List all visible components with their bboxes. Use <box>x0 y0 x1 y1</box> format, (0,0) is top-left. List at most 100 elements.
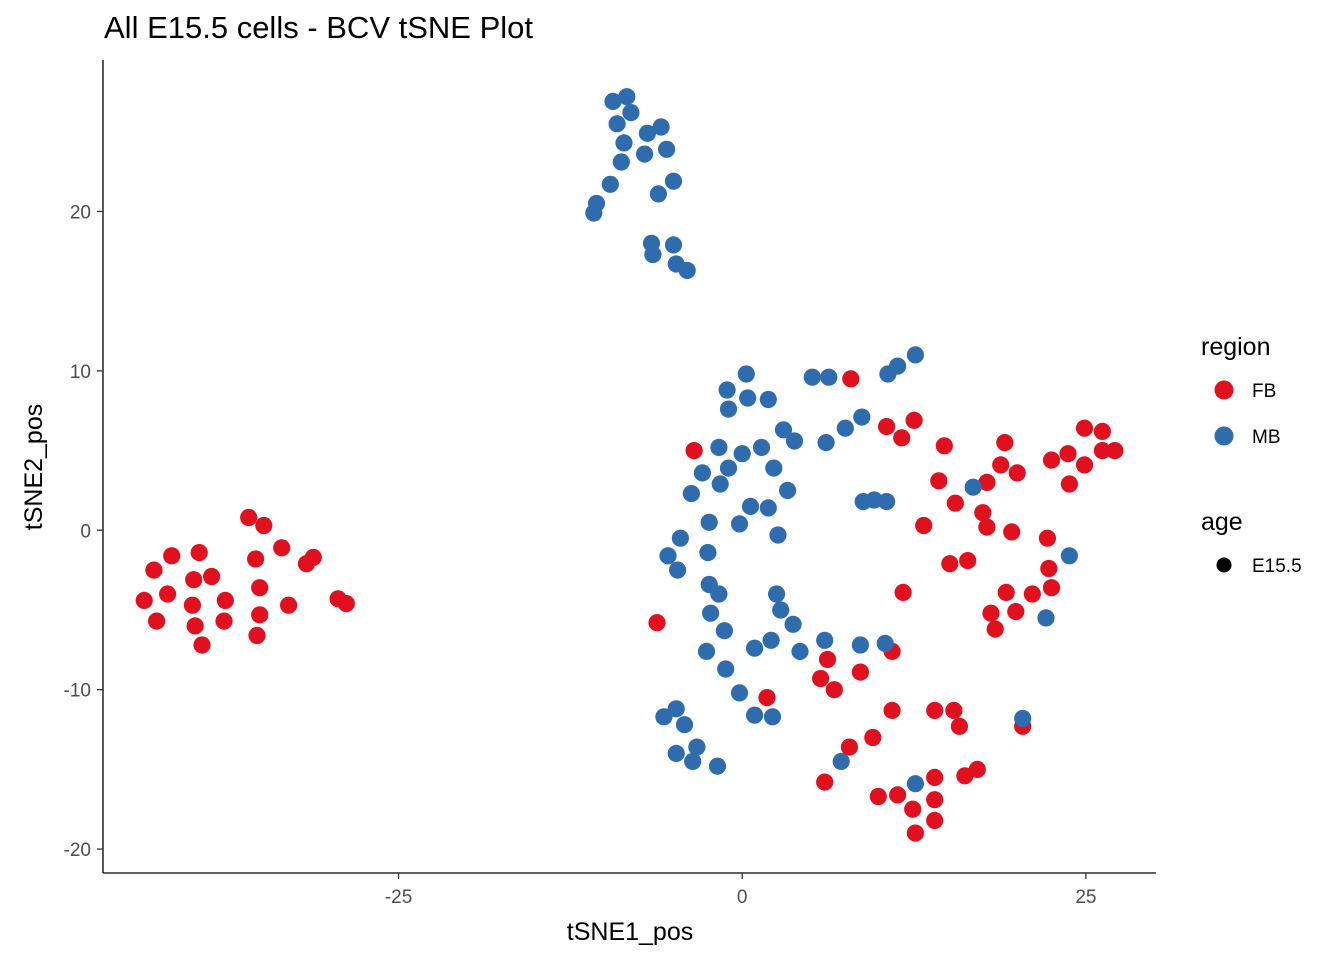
data-point-fb <box>869 787 887 806</box>
legend-title-age: age <box>1201 508 1243 536</box>
data-point-fb <box>248 626 266 645</box>
data-point-mb <box>719 400 738 418</box>
data-point-mb <box>964 478 982 496</box>
data-point-mb <box>700 513 718 531</box>
data-point-fb <box>247 550 265 568</box>
data-point-fb <box>163 547 181 565</box>
data-point-mb <box>906 775 925 793</box>
data-point-mb <box>612 153 630 171</box>
data-point-fb <box>1003 523 1021 541</box>
x-tick-label: 25 <box>1075 887 1096 908</box>
data-point-fb <box>982 604 1000 622</box>
data-point-mb <box>717 660 735 678</box>
data-point-mb <box>699 544 717 562</box>
data-point-fb <box>190 544 208 562</box>
y-axis-title: tSNE2_pos <box>20 404 48 530</box>
data-point-fb <box>159 585 177 603</box>
data-point-fb <box>1075 419 1094 437</box>
data-point-fb <box>1042 579 1061 597</box>
data-point-mb <box>746 706 764 724</box>
data-point-fb <box>926 791 944 809</box>
data-point-fb <box>1008 464 1026 482</box>
data-point-fb <box>906 824 925 842</box>
data-point-mb <box>608 115 626 133</box>
data-point-fb <box>878 418 896 436</box>
data-point-fb <box>1093 442 1111 460</box>
data-point-fb <box>273 539 291 557</box>
y-tick-label: -20 <box>64 840 91 861</box>
data-point-mb <box>1014 709 1032 728</box>
data-point-mb <box>774 421 793 439</box>
data-point-fb <box>905 411 923 429</box>
data-point-fb <box>978 518 996 536</box>
data-point-fb <box>840 738 859 756</box>
data-point-fb <box>950 717 969 735</box>
data-point-fb <box>945 701 963 720</box>
points-layer <box>135 88 1124 842</box>
data-point-fb <box>1042 451 1061 469</box>
data-point-fb <box>1059 445 1077 463</box>
data-point-mb <box>820 368 838 386</box>
data-point-mb <box>710 438 728 456</box>
data-point-fb <box>255 516 273 535</box>
data-point-mb <box>667 744 685 763</box>
data-point-mb <box>730 684 749 702</box>
data-point-fb <box>864 728 882 747</box>
data-point-mb <box>664 172 683 190</box>
data-point-fb <box>883 701 901 720</box>
x-axis-title: tSNE1_pos <box>567 918 693 946</box>
data-point-mb <box>1060 547 1078 565</box>
data-point-fb <box>240 508 258 527</box>
data-point-fb <box>978 473 996 491</box>
data-point-fb <box>992 456 1010 474</box>
data-point-mb <box>667 700 685 718</box>
data-point-fb <box>203 567 221 586</box>
data-point-mb <box>879 365 897 383</box>
legend-key-fb <box>1214 380 1234 400</box>
data-point-mb <box>710 585 728 603</box>
data-point-mb <box>693 464 712 482</box>
chart-title: All E15.5 cells - BCV tSNE Plot <box>104 10 533 45</box>
data-point-mb <box>636 145 654 163</box>
data-point-fb <box>946 494 964 512</box>
data-point-mb <box>702 604 720 622</box>
data-point-mb <box>737 365 755 383</box>
data-point-mb <box>659 547 677 565</box>
data-point-mb <box>622 104 640 122</box>
legend-key-e15.5 <box>1216 557 1232 573</box>
data-point-fb <box>1023 585 1041 603</box>
data-point-mb <box>1037 609 1055 627</box>
data-point-mb <box>730 515 749 533</box>
data-point-mb <box>649 185 668 203</box>
data-point-mb <box>678 261 696 279</box>
legend-title-region: region <box>1201 333 1271 361</box>
data-point-fb <box>926 701 944 720</box>
data-point-mb <box>817 434 835 452</box>
data-point-fb <box>758 689 776 707</box>
data-point-mb <box>851 636 870 654</box>
data-point-mb <box>784 615 802 633</box>
data-point-fb <box>329 590 347 608</box>
data-point-mb <box>718 381 736 399</box>
data-point-fb <box>1038 529 1056 547</box>
data-point-mb <box>763 708 782 726</box>
data-point-fb <box>280 596 298 614</box>
data-point-mb <box>768 585 786 603</box>
data-point-mb <box>739 389 757 407</box>
data-point-fb <box>304 548 322 567</box>
x-tick-label: -25 <box>385 887 412 908</box>
y-tick-label: -10 <box>64 681 91 702</box>
data-point-fb <box>974 504 992 522</box>
data-point-mb <box>638 124 657 142</box>
data-point-mb <box>746 639 764 657</box>
data-point-fb <box>825 681 843 699</box>
data-point-mb <box>684 752 702 771</box>
data-point-mb <box>876 634 894 653</box>
data-point-fb <box>183 596 201 614</box>
data-point-mb <box>682 485 701 503</box>
data-point-mb <box>769 526 787 544</box>
data-point-mb <box>741 497 760 515</box>
data-point-mb <box>762 631 780 649</box>
data-point-mb <box>658 140 676 158</box>
data-point-fb <box>956 767 974 785</box>
